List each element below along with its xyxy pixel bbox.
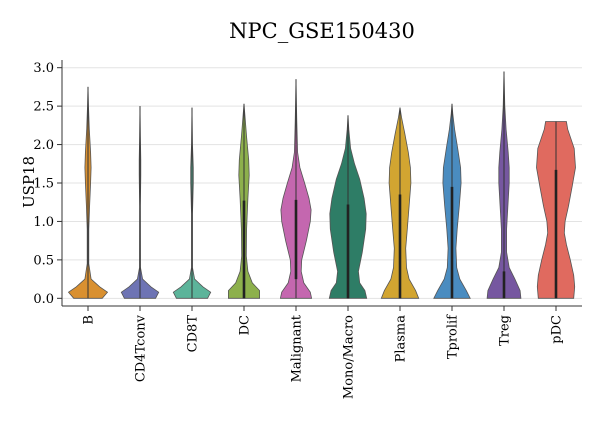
x-tick-label: Plasma [394, 315, 409, 363]
violins [67, 71, 576, 299]
y-axis-label: USP18 [20, 156, 38, 208]
axes: 0.0 0.5 1.0 1.5 2.0 2.5 3.0 B CD4Tconv CD8T DC Mali… [33, 60, 582, 399]
x-tick-label: Mono/Macro [342, 315, 357, 399]
y-tick-label: 0.5 [33, 253, 54, 268]
y-tick-label: 1.5 [33, 177, 54, 192]
x-tick-label: B [82, 315, 97, 325]
y-tick-label: 2.5 [33, 100, 54, 115]
y-tick-label: 1.0 [33, 215, 54, 230]
y-tick-label: 3.0 [33, 61, 54, 76]
chart-title: NPC_GSE150430 [229, 19, 415, 43]
y-tick-label: 0.0 [33, 292, 54, 307]
y-tick-label: 2.0 [33, 138, 54, 153]
x-tick-label: DC [238, 315, 253, 335]
x-tick-label: pDC [550, 315, 565, 344]
x-tick-label: Malignant [290, 314, 305, 382]
x-tick-label: CD4Tconv [134, 314, 149, 382]
x-tick-label: Treg [498, 315, 513, 346]
x-tick-label: Tprolif [446, 314, 461, 359]
x-tick-label: CD8T [186, 315, 201, 353]
